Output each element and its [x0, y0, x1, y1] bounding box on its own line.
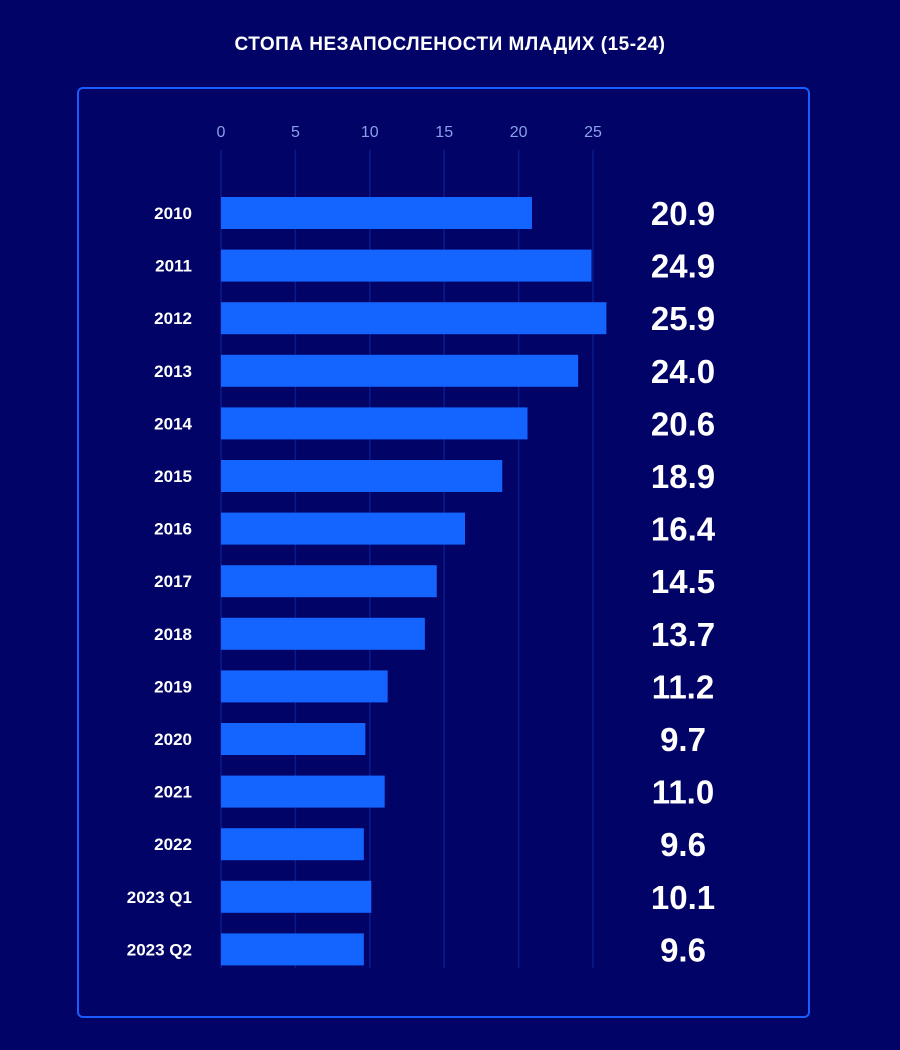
chart-title: СТОПА НЕЗАПОСЛЕНОСТИ МЛАДИХ (15-24) [234, 34, 666, 55]
bar [221, 723, 366, 755]
value-label: 9.7 [660, 721, 706, 758]
category-label: 2018 [154, 625, 192, 644]
category-label: 2010 [154, 204, 192, 223]
bar [221, 407, 528, 440]
category-label: 2014 [154, 414, 192, 433]
bar [221, 828, 364, 861]
x-tick-label: 25 [584, 124, 602, 141]
value-label: 16.4 [651, 511, 716, 548]
bar [221, 775, 385, 808]
category-label: 2012 [154, 309, 192, 328]
bar [221, 249, 592, 282]
x-tick-label: 20 [510, 124, 528, 141]
value-label: 9.6 [660, 931, 706, 968]
bar [221, 512, 466, 545]
category-label: 2015 [154, 467, 192, 486]
category-label: 2023 Q2 [127, 940, 192, 959]
x-tick-label: 5 [291, 124, 300, 141]
bar [221, 565, 437, 598]
category-label: 2016 [154, 520, 192, 539]
category-label: 2017 [154, 572, 192, 591]
value-label: 18.9 [651, 458, 715, 495]
value-label: 9.6 [660, 826, 706, 863]
chart-panel [77, 87, 810, 1018]
category-label: 2021 [154, 783, 192, 802]
bar [221, 197, 532, 229]
category-label: 2020 [154, 730, 192, 749]
value-label: 14.5 [651, 563, 715, 600]
category-label: 2013 [154, 362, 192, 381]
bar [221, 460, 503, 492]
x-tick-label: 0 [217, 124, 226, 141]
value-label: 10.1 [651, 879, 715, 916]
bar [221, 302, 607, 335]
bar [221, 670, 388, 703]
value-label: 24.0 [651, 353, 715, 390]
value-label: 11.2 [652, 668, 714, 705]
category-label: 2011 [155, 257, 192, 276]
x-tick-label: 15 [435, 124, 453, 141]
x-tick-label: 10 [361, 124, 379, 141]
bar [221, 617, 425, 650]
value-label: 20.6 [651, 405, 715, 442]
category-label: 2023 Q1 [127, 888, 192, 907]
category-label: 2019 [154, 677, 192, 696]
bar [221, 354, 579, 387]
value-label: 25.9 [651, 300, 715, 337]
value-label: 24.9 [651, 248, 715, 285]
value-label: 11.0 [652, 774, 714, 811]
value-label: 13.7 [651, 616, 715, 653]
value-label: 20.9 [651, 195, 715, 232]
category-label: 2022 [154, 835, 192, 854]
bar [221, 933, 364, 966]
bar [221, 880, 372, 913]
